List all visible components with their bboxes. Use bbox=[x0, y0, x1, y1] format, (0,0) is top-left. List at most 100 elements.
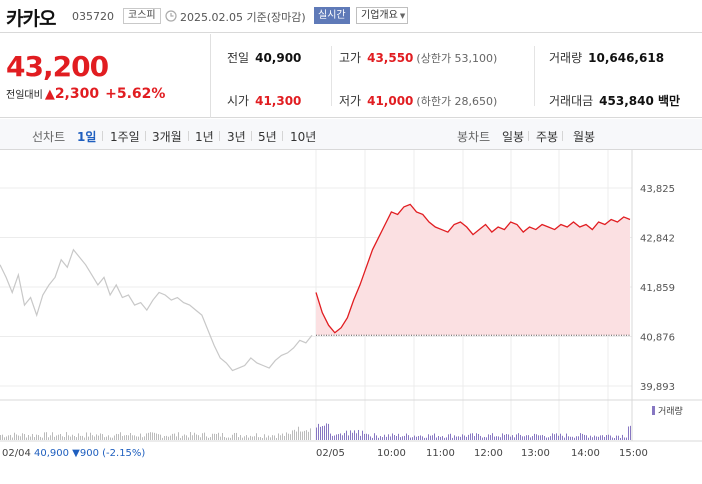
volume-bar bbox=[506, 434, 507, 440]
volume-bar bbox=[604, 436, 605, 440]
volume-bar bbox=[522, 436, 523, 440]
volume-bar bbox=[574, 437, 575, 440]
volume-bar bbox=[178, 432, 179, 440]
volume-bar bbox=[190, 432, 191, 440]
volume-bar bbox=[548, 437, 549, 440]
volume-bar bbox=[104, 437, 105, 440]
volume-bar bbox=[386, 436, 387, 440]
volume-bar bbox=[110, 437, 111, 440]
volume-bar bbox=[66, 432, 67, 440]
volume-bar bbox=[214, 433, 215, 440]
volume-bar bbox=[544, 436, 545, 440]
line-chart-label: 선차트 bbox=[32, 130, 66, 144]
volume-bar bbox=[558, 435, 559, 440]
volume-bar bbox=[338, 434, 339, 440]
volume-bar bbox=[264, 434, 265, 440]
volume-bar bbox=[382, 437, 383, 440]
volume-bar bbox=[470, 433, 471, 440]
company-overview-dropdown[interactable]: 기업개요 ▼ bbox=[356, 7, 408, 24]
tab-5y[interactable]: 5년 bbox=[258, 130, 277, 144]
volume-bar bbox=[546, 437, 547, 440]
tab-1w[interactable]: 1주일 bbox=[110, 130, 140, 144]
tab-weekly-candle[interactable]: 주봉 bbox=[536, 130, 559, 144]
volume-bar bbox=[208, 437, 209, 440]
volume-bar bbox=[468, 434, 469, 440]
volume-bar bbox=[252, 436, 253, 440]
volume-bar bbox=[310, 428, 311, 440]
volume-bar bbox=[278, 433, 279, 440]
volume-bar bbox=[438, 435, 439, 440]
tab-monthly-candle[interactable]: 월봉 bbox=[573, 130, 596, 144]
tab-divider bbox=[251, 131, 252, 141]
volume-bar bbox=[172, 433, 173, 440]
volume-bar bbox=[564, 437, 565, 440]
volume-bar bbox=[30, 436, 31, 440]
volume-bar bbox=[482, 437, 483, 440]
tab-1y[interactable]: 1년 bbox=[195, 130, 214, 144]
volume-bar bbox=[170, 435, 171, 440]
volume-bar bbox=[578, 436, 579, 440]
volume-bar bbox=[530, 437, 531, 440]
volume-bar bbox=[58, 434, 59, 440]
volume-bar bbox=[532, 436, 533, 440]
volume-bar bbox=[298, 426, 299, 440]
x-tick-label: 11:00 bbox=[426, 448, 455, 459]
y-tick-label: 42,842 bbox=[640, 234, 675, 245]
intraday-price-chart[interactable]: 43,825 42,842 41,859 40,876 39,893 거래량 02/04 02… bbox=[0, 150, 702, 484]
tab-divider bbox=[188, 131, 189, 141]
volume-bar bbox=[288, 433, 289, 440]
tab-10y[interactable]: 10년 bbox=[290, 130, 317, 144]
volume-bar bbox=[154, 432, 155, 440]
volume-bar bbox=[14, 432, 15, 440]
volume-bar bbox=[42, 437, 43, 440]
volume-bar bbox=[152, 432, 153, 440]
volume-bar bbox=[300, 431, 301, 440]
volume-bar bbox=[240, 435, 241, 440]
tab-3m[interactable]: 3개월 bbox=[152, 130, 182, 144]
volume-bar bbox=[426, 437, 427, 440]
volume-bar bbox=[492, 433, 493, 440]
volume-bar bbox=[414, 435, 415, 440]
volume-bar bbox=[100, 433, 101, 440]
tab-daily-candle[interactable]: 일봉 bbox=[502, 130, 525, 144]
volume-bar bbox=[238, 437, 239, 440]
volume-bar bbox=[220, 436, 221, 440]
volume-bar bbox=[358, 429, 359, 440]
volume-bar bbox=[62, 436, 63, 440]
volume-bar bbox=[166, 435, 167, 440]
volume-bar bbox=[114, 435, 115, 440]
volume-bar bbox=[406, 433, 407, 440]
volume-bar bbox=[332, 435, 333, 440]
volume-bar bbox=[224, 436, 225, 440]
volume-bar bbox=[390, 436, 391, 440]
volume-bar bbox=[524, 436, 525, 440]
volume-bar bbox=[476, 433, 477, 440]
volume-bar bbox=[600, 435, 601, 440]
volume-bar bbox=[142, 437, 143, 440]
volume-bar bbox=[484, 436, 485, 440]
volume-bar bbox=[582, 433, 583, 440]
tab-3y[interactable]: 3년 bbox=[227, 130, 246, 144]
volume-bar bbox=[102, 434, 103, 440]
volume-bar bbox=[144, 436, 145, 440]
volume-bar bbox=[18, 435, 19, 440]
volume-bar bbox=[540, 435, 541, 440]
realtime-button[interactable]: 실시간 bbox=[314, 7, 350, 24]
volume-bar bbox=[420, 435, 421, 440]
volume-bar bbox=[204, 432, 205, 440]
chart-fill bbox=[316, 204, 630, 336]
volume-bar bbox=[320, 426, 321, 440]
volume-bar bbox=[376, 435, 377, 440]
volume-bar bbox=[248, 437, 249, 440]
volume-bar bbox=[206, 436, 207, 440]
volume-bar bbox=[302, 431, 303, 440]
high-value: 43,550 bbox=[367, 51, 414, 65]
volume-bar bbox=[260, 437, 261, 440]
volume-bar bbox=[350, 430, 351, 440]
volume-bar bbox=[136, 436, 137, 440]
tab-1d[interactable]: 1일 bbox=[77, 130, 97, 144]
x-tick-label: 02/05 bbox=[316, 448, 345, 459]
volume-bar bbox=[38, 435, 39, 440]
volume-bar bbox=[442, 436, 443, 440]
stock-name: 카카오 bbox=[6, 8, 56, 30]
